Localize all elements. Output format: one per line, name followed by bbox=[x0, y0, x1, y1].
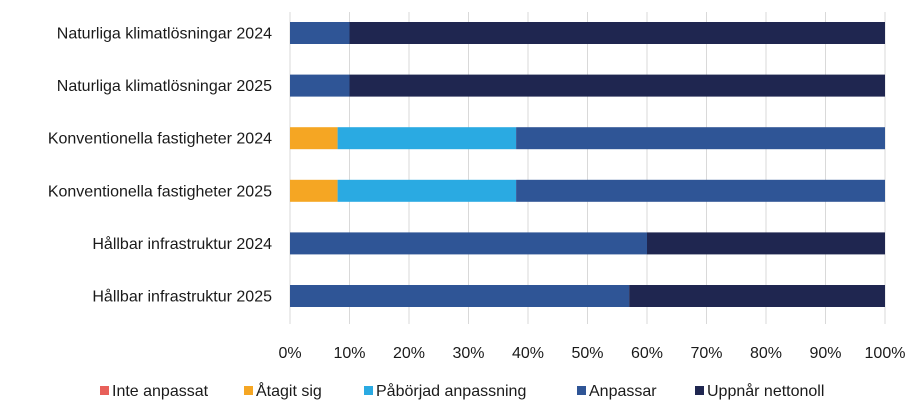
bar-segment bbox=[290, 179, 338, 202]
category-label: Naturliga klimatlösningar 2025 bbox=[57, 78, 272, 95]
legend-swatch bbox=[695, 386, 704, 395]
bar-segment bbox=[516, 127, 885, 150]
bar-segment bbox=[349, 22, 885, 44]
legend-swatch bbox=[244, 386, 253, 395]
legend-swatch bbox=[577, 386, 586, 395]
bar-segment bbox=[290, 74, 350, 97]
x-tick-label: 90% bbox=[809, 345, 841, 362]
bar-segment bbox=[290, 232, 647, 255]
legend-label: Åtagit sig bbox=[256, 381, 322, 400]
legend-label: Påbörjad anpassning bbox=[376, 382, 526, 400]
category-label: Konventionella fastigheter 2024 bbox=[48, 131, 272, 148]
legend-label: Uppnår nettonoll bbox=[707, 382, 824, 400]
bar-segment bbox=[337, 127, 517, 150]
bar-segment bbox=[290, 22, 350, 44]
x-tick-label: 30% bbox=[452, 345, 484, 362]
legend-swatch bbox=[364, 386, 373, 395]
bars bbox=[290, 22, 885, 307]
bar-segment bbox=[516, 179, 885, 202]
category-label: Hållbar infrastruktur 2025 bbox=[92, 288, 272, 306]
x-tick-label: 10% bbox=[333, 345, 365, 362]
grid-lines bbox=[289, 12, 886, 324]
x-tick-label: 70% bbox=[690, 345, 722, 362]
bar-segment bbox=[629, 285, 885, 307]
category-labels: Naturliga klimatlösningar 2024 Naturliga … bbox=[48, 26, 272, 306]
bar-segment bbox=[337, 179, 517, 202]
x-tick-label: 40% bbox=[512, 345, 544, 362]
category-label: Konventionella fastigheter 2025 bbox=[48, 183, 272, 200]
bar-segment bbox=[647, 232, 885, 255]
bar-segment bbox=[290, 285, 630, 307]
x-tick-label: 80% bbox=[750, 345, 782, 362]
category-label: Naturliga klimatlösningar 2024 bbox=[57, 26, 272, 43]
category-label: Hållbar infrastruktur 2024 bbox=[92, 235, 272, 253]
x-tick-labels: 0% 10% 20% 30% 40% 50% 60% 70% 80% 90% 100% bbox=[278, 345, 905, 362]
legend: Inte anpassat Åtagit sig Påbörjad anpassni… bbox=[100, 381, 824, 400]
legend-swatch bbox=[100, 386, 109, 395]
legend-label: Anpassar bbox=[589, 383, 657, 400]
x-tick-label: 0% bbox=[278, 345, 301, 362]
bar-segment bbox=[349, 74, 885, 97]
x-tick-label: 60% bbox=[631, 345, 663, 362]
x-tick-label: 20% bbox=[393, 345, 425, 362]
x-tick-label: 50% bbox=[571, 345, 603, 362]
legend-label: Inte anpassat bbox=[112, 383, 209, 400]
x-tick-label: 100% bbox=[865, 345, 906, 362]
bar-segment bbox=[290, 127, 338, 150]
